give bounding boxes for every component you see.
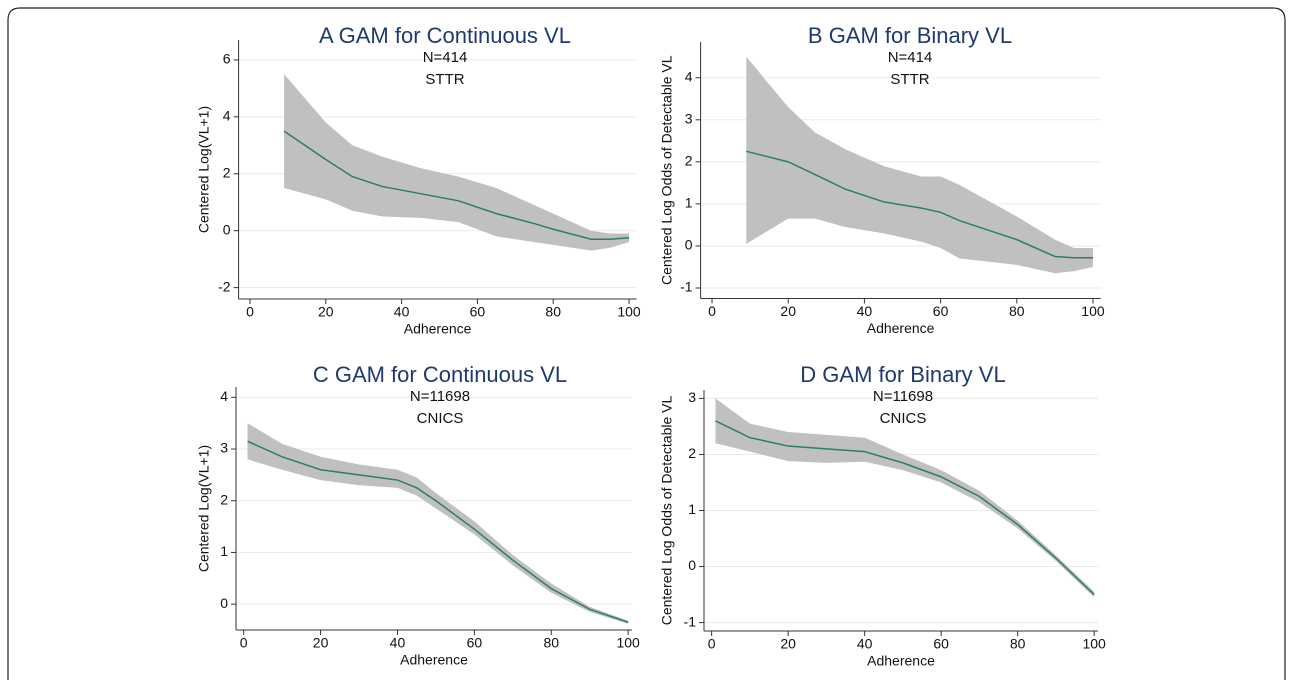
y-tick-label: 3 — [685, 110, 693, 126]
y-tick-label: 0 — [220, 595, 228, 611]
y-tick-label: 0 — [688, 557, 696, 573]
x-tick-label: 20 — [780, 303, 796, 319]
y-tick-label: 2 — [220, 491, 228, 507]
x-tick-label: 0 — [246, 304, 254, 320]
x-tick-label: 0 — [708, 303, 716, 319]
annotation: N=414 — [888, 49, 933, 66]
confidence-band — [715, 398, 1095, 598]
annotation: N=414 — [423, 49, 468, 66]
x-tick-label: 40 — [394, 304, 410, 320]
y-tick-label: 0 — [223, 221, 231, 237]
x-tick-label: 100 — [1081, 303, 1105, 319]
y-tick-label: -1 — [680, 279, 693, 295]
fit-line — [746, 150, 1093, 259]
x-tick-label: 100 — [616, 635, 640, 651]
y-tick-label: 6 — [223, 51, 231, 67]
x-axis-label: Adherence — [404, 321, 472, 337]
annotation: N=11698 — [410, 388, 470, 405]
y-tick-label: 2 — [685, 153, 693, 169]
x-tick-label: 60 — [470, 304, 486, 320]
x-tick-label: 0 — [240, 635, 248, 651]
y-tick-label: 0 — [685, 237, 693, 253]
y-tick-label: 3 — [688, 389, 696, 405]
annotation: STTR — [890, 71, 929, 88]
confidence-band — [247, 423, 629, 624]
y-tick-label: 4 — [685, 68, 693, 84]
y-tick-label: 2 — [688, 445, 696, 461]
x-tick-label: 80 — [545, 304, 561, 320]
y-tick-label: 4 — [220, 388, 228, 404]
fit-line — [715, 420, 1095, 596]
annotation: CNICS — [417, 410, 464, 427]
y-tick-label: 2 — [223, 164, 231, 180]
fit-line — [283, 130, 630, 240]
x-axis-label: Adherence — [867, 320, 935, 336]
chart-title: A GAM for Continuous VL — [319, 23, 571, 48]
chart-title: C GAM for Continuous VL — [313, 362, 567, 387]
y-tick-label: 1 — [220, 543, 228, 559]
y-axis-label: Centered Log Odds of Detectable VL — [659, 395, 675, 625]
confidence-band — [284, 74, 630, 251]
y-tick-label: 4 — [223, 108, 231, 124]
annotation: STTR — [425, 71, 464, 88]
x-tick-label: 20 — [318, 304, 334, 320]
x-tick-label: 20 — [313, 635, 329, 651]
x-tick-label: 60 — [933, 303, 949, 319]
x-tick-label: 60 — [467, 635, 483, 651]
x-tick-label: 0 — [708, 636, 716, 652]
x-tick-label: 100 — [617, 304, 641, 320]
y-tick-label: -2 — [218, 278, 231, 294]
x-tick-label: 60 — [933, 636, 949, 652]
y-axis-label: Centered Log Odds of Detectable VL — [659, 55, 675, 285]
x-tick-label: 40 — [857, 303, 873, 319]
x-axis-label: Adherence — [867, 653, 935, 669]
x-tick-label: 100 — [1082, 636, 1106, 652]
x-tick-label: 40 — [857, 636, 873, 652]
y-tick-label: -1 — [684, 613, 697, 629]
chart-title: D GAM for Binary VL — [800, 362, 1005, 387]
y-tick-label: 1 — [685, 195, 693, 211]
x-tick-label: 40 — [390, 635, 406, 651]
annotation: CNICS — [880, 410, 927, 427]
frame — [7, 7, 1286, 680]
y-axis-label: Centered Log(VL+1) — [196, 445, 212, 572]
confidence-band — [746, 56, 1093, 274]
annotation: N=11698 — [873, 388, 933, 405]
x-axis-label: Adherence — [400, 652, 468, 668]
y-tick-label: 3 — [220, 440, 228, 456]
y-axis-label: Centered Log(VL+1) — [196, 106, 212, 233]
x-tick-label: 80 — [1010, 636, 1026, 652]
fit-line — [247, 440, 629, 623]
x-tick-label: 20 — [780, 636, 796, 652]
chart-title: B GAM for Binary VL — [808, 23, 1012, 48]
x-tick-label: 80 — [543, 635, 559, 651]
y-tick-label: 1 — [688, 501, 696, 517]
x-tick-label: 80 — [1009, 303, 1025, 319]
